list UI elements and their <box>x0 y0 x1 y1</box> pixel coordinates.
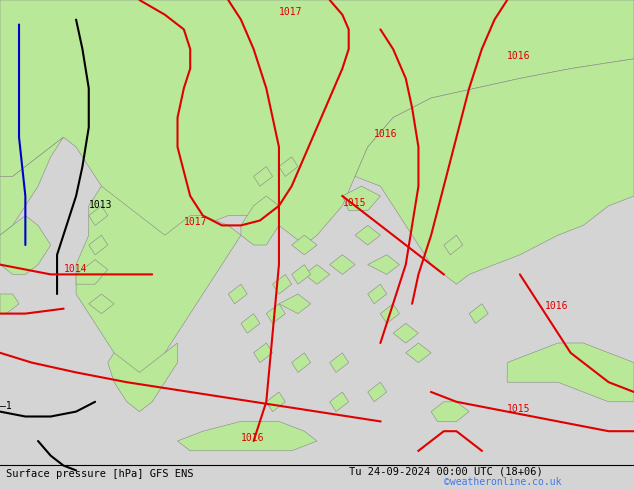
Text: ©weatheronline.co.uk: ©weatheronline.co.uk <box>444 477 561 487</box>
Polygon shape <box>254 343 273 363</box>
Polygon shape <box>330 255 355 274</box>
Polygon shape <box>444 235 463 255</box>
Text: 1016: 1016 <box>374 129 398 139</box>
Polygon shape <box>292 353 311 372</box>
Polygon shape <box>241 314 260 333</box>
Text: 1014: 1014 <box>63 264 87 274</box>
Polygon shape <box>304 265 330 284</box>
Polygon shape <box>266 304 285 323</box>
Polygon shape <box>355 225 380 245</box>
Polygon shape <box>406 343 431 363</box>
Text: 1016: 1016 <box>507 51 531 61</box>
Text: 1017: 1017 <box>184 218 207 227</box>
Text: 1017: 1017 <box>279 7 302 17</box>
Polygon shape <box>292 265 311 284</box>
Polygon shape <box>241 196 279 245</box>
Polygon shape <box>0 137 63 235</box>
Text: 1015: 1015 <box>507 404 531 414</box>
Polygon shape <box>0 294 19 314</box>
Polygon shape <box>0 216 51 274</box>
Polygon shape <box>266 392 285 412</box>
Polygon shape <box>342 186 380 211</box>
Polygon shape <box>0 0 634 255</box>
Polygon shape <box>368 255 399 274</box>
Polygon shape <box>292 235 317 255</box>
Polygon shape <box>76 260 108 284</box>
Polygon shape <box>431 402 469 421</box>
Polygon shape <box>380 304 399 323</box>
Polygon shape <box>469 304 488 323</box>
Polygon shape <box>228 284 247 304</box>
Text: 1016: 1016 <box>545 301 569 311</box>
Polygon shape <box>368 284 387 304</box>
Text: Tu 24-09-2024 00:00 UTC (18+06): Tu 24-09-2024 00:00 UTC (18+06) <box>349 466 543 476</box>
Polygon shape <box>368 382 387 402</box>
Text: 1015: 1015 <box>342 198 366 208</box>
Polygon shape <box>108 343 178 412</box>
Polygon shape <box>178 421 317 451</box>
Text: 1013: 1013 <box>89 200 112 210</box>
Polygon shape <box>76 186 241 382</box>
Polygon shape <box>507 343 634 402</box>
Text: 1016: 1016 <box>241 433 264 443</box>
Text: –1: –1 <box>0 401 12 411</box>
Text: Surface pressure [hPa] GFS ENS: Surface pressure [hPa] GFS ENS <box>6 469 194 479</box>
Polygon shape <box>279 294 311 314</box>
Polygon shape <box>355 59 634 284</box>
Polygon shape <box>330 353 349 372</box>
Polygon shape <box>89 206 108 225</box>
Polygon shape <box>330 392 349 412</box>
Polygon shape <box>393 323 418 343</box>
Polygon shape <box>273 274 292 294</box>
Polygon shape <box>89 235 108 255</box>
Polygon shape <box>279 157 298 176</box>
Polygon shape <box>89 294 114 314</box>
Polygon shape <box>254 167 273 186</box>
